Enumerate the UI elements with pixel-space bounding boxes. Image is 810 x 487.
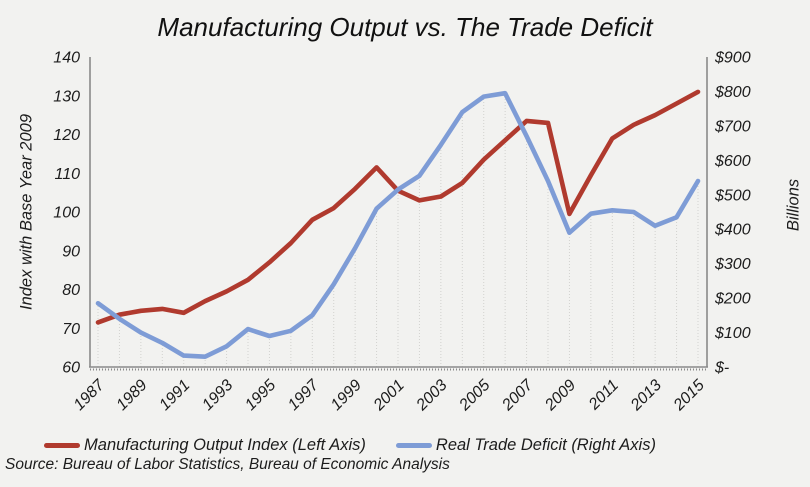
x-axis-tick-label: 2007 — [499, 376, 538, 415]
left-axis-tick-label: 140 — [53, 50, 80, 67]
left-axis-tick-label: 70 — [62, 321, 80, 338]
right-axis-tick-label: $- — [714, 360, 729, 377]
x-axis-tick-label: 2015 — [670, 377, 708, 415]
x-axis-tick-label: 1995 — [242, 377, 279, 414]
left-axis-tick-label: 110 — [54, 166, 80, 183]
right-axis-tick-label: $300 — [714, 256, 751, 273]
right-axis-tick-label: $700 — [714, 118, 751, 135]
x-axis-tick-label: 1987 — [71, 376, 109, 414]
left-axis-tick-label: 120 — [53, 127, 80, 144]
right-axis-tick-label: $900 — [714, 50, 751, 67]
x-axis-tick-label: 1991 — [156, 377, 193, 414]
source-note: Source: Bureau of Labor Statistics, Bure… — [5, 456, 450, 473]
x-axis-tick-label: 1989 — [113, 377, 150, 414]
x-axis-tick-label: 2005 — [456, 377, 494, 415]
left-axis-tick-label: 60 — [62, 360, 80, 377]
right-axis-tick-label: $600 — [714, 153, 751, 170]
right-axis-tick-label: $400 — [714, 222, 751, 239]
red-line-swatch-icon — [44, 442, 81, 448]
right-axis-tick-label: $200 — [714, 291, 751, 308]
x-axis-tick-label: 2001 — [370, 377, 408, 415]
x-axis-tick-label: 1993 — [199, 377, 236, 414]
legend-label-manufacturing: Manufacturing Output Index (Left Axis) — [84, 435, 366, 454]
left-axis-tick-label: 130 — [53, 88, 80, 105]
x-axis-tick-label: 2009 — [541, 377, 579, 415]
right-axis-tick-label: $100 — [714, 325, 751, 342]
legend-item-trade-deficit: Real Trade Deficit (Right Axis) — [395, 435, 656, 455]
legend-item-manufacturing: Manufacturing Output Index (Left Axis) — [44, 436, 366, 455]
trade-deficit-line — [95, 90, 701, 360]
legend-label-trade-deficit: Real Trade Deficit (Right Axis) — [435, 435, 656, 454]
legend: Manufacturing Output Index (Left Axis) R… — [44, 433, 656, 457]
blue-line-swatch-icon — [395, 442, 432, 448]
chart-title: Manufacturing Output vs. The Trade Defic… — [157, 12, 653, 42]
right-axis-tick-label: $500 — [714, 187, 751, 204]
left-axis-tick-label: 100 — [53, 205, 80, 222]
right-axis-tick-label: $800 — [714, 84, 751, 101]
x-axis-tick-label: 2011 — [585, 377, 622, 414]
x-axis-tick-label: 2013 — [627, 377, 665, 415]
x-axis-tick-label: 1999 — [328, 377, 365, 414]
left-axis-tick-label: 90 — [62, 243, 80, 260]
x-axis-tick-label: 2003 — [413, 377, 451, 415]
x-axis-tick-label: 1997 — [285, 376, 323, 414]
left-axis-tick-label: 80 — [62, 282, 80, 299]
